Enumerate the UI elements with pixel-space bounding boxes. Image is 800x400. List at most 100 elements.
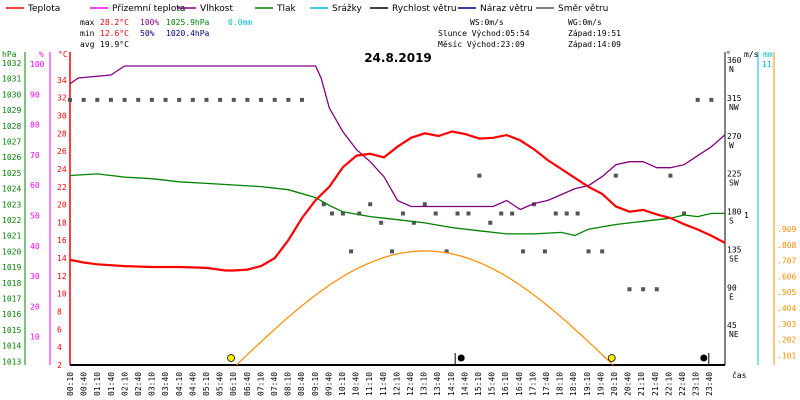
axis-dir-tick-0: 360 — [727, 56, 742, 65]
axis-celsius-tick-10: 14 — [57, 254, 67, 263]
wind-dir-point — [321, 202, 326, 207]
stat-min-hum: 50% — [140, 29, 155, 38]
moonrise-icon — [700, 354, 708, 362]
wind-dir-point — [575, 211, 580, 216]
x-tick-6: 03:10 — [148, 372, 157, 396]
x-tick-39: 19:40 — [596, 372, 605, 396]
stat-avg-temp: 19.9°C — [100, 40, 129, 49]
x-tick-31: 15:40 — [488, 372, 497, 396]
axis-celsius-tick-8: 18 — [57, 218, 67, 227]
x-tick-20: 10:10 — [338, 372, 347, 396]
stat-max-temp: 28.2°C — [100, 18, 129, 27]
axis-pct-tick-3: 70 — [30, 151, 40, 160]
x-tick-21: 10:40 — [352, 372, 361, 396]
axis-celsius-tick-6: 22 — [57, 183, 67, 192]
axis-hpa-tick-5: 1027 — [2, 138, 21, 147]
axis-celsius-tick-2: 30 — [57, 111, 67, 120]
axis-dir-tick-3: 225 — [727, 170, 742, 179]
axis-dir-tick-1: 315 — [727, 94, 742, 103]
stat-avg-label: avg — [80, 40, 95, 49]
axis-celsius-tick-12: 10 — [57, 290, 67, 299]
wind-dir-point — [259, 97, 264, 102]
wind-dir-point — [422, 202, 427, 207]
legend-label-3: Tlak — [276, 4, 297, 14]
legend-label-5: Rychlost větru — [392, 4, 457, 14]
axis-rain-tick-0: 1 — [762, 60, 767, 69]
wind-dir-point — [654, 287, 659, 292]
x-tick-18: 09:10 — [311, 372, 320, 396]
axis-dir-tick-6: 90 — [727, 283, 737, 292]
axis-rain-tick-2: .909 — [777, 225, 796, 234]
axis-pct-tick-1: 90 — [30, 90, 40, 99]
wind-dir-point — [521, 249, 526, 254]
axis-rain-unit: mm — [763, 50, 773, 59]
axis-rain-tick-4: .707 — [777, 257, 796, 266]
axis-celsius-tick-5: 24 — [57, 165, 67, 174]
wind-dir-point — [340, 211, 345, 216]
x-tick-34: 17:10 — [528, 372, 537, 396]
wind-dir-point — [709, 97, 714, 102]
wind-dir-point — [272, 97, 277, 102]
wind-dir-point — [531, 202, 536, 207]
axis-celsius-unit: °C — [58, 50, 68, 59]
axis-dir-tick-2: 270 — [727, 132, 742, 141]
x-tick-1: 00:40 — [80, 372, 89, 396]
legend-label-0: Teplota — [27, 4, 60, 14]
axis-hpa-tick-16: 1016 — [2, 310, 21, 319]
x-tick-17: 08:40 — [297, 372, 306, 396]
x-tick-23: 11:40 — [379, 372, 388, 396]
legend-label-1: Přízemní teplota — [112, 4, 185, 14]
stat-max-label: max — [80, 18, 95, 27]
sunrise-icon — [227, 354, 235, 362]
axis-rain-tick-1: -1 — [762, 60, 772, 69]
wind-dir-point — [163, 97, 168, 102]
wind-dir-point — [510, 211, 515, 216]
axis-pct-tick-2: 80 — [30, 121, 40, 130]
x-tick-22: 11:10 — [365, 372, 374, 396]
axis-rain-tick-3: .808 — [777, 241, 796, 250]
axis-hpa-tick-6: 1026 — [2, 153, 21, 162]
axis-hpa-unit: hPa — [2, 50, 17, 59]
axis-celsius-tick-7: 20 — [57, 201, 67, 210]
axis-dir-compass-4: S — [729, 217, 734, 226]
axis-rain-tick-10: .101 — [777, 351, 796, 360]
x-tick-29: 14:40 — [460, 372, 469, 396]
wind-dir-point — [218, 97, 223, 102]
x-axis-label: čas — [732, 370, 747, 380]
x-tick-27: 13:40 — [433, 372, 442, 396]
axis-dir-compass-7: NE — [729, 330, 739, 339]
wind-dir-point — [444, 249, 449, 254]
axis-wind-tick-0: 1 — [744, 211, 749, 220]
info-sun-rise: Slunce Východ:05:54 — [438, 29, 530, 38]
axis-hpa-tick-3: 1029 — [2, 106, 21, 115]
x-tick-15: 07:40 — [270, 372, 279, 396]
moonset-icon — [457, 354, 465, 362]
axis-dir-tick-7: 45 — [727, 321, 737, 330]
wind-dir-point — [682, 211, 687, 216]
wind-dir-point — [695, 97, 700, 102]
x-tick-3: 01:40 — [107, 372, 116, 396]
wind-dir-point — [299, 97, 304, 102]
stat-min-label: min — [80, 29, 95, 38]
sun-elevation-line — [236, 250, 614, 366]
wind-dir-point — [108, 97, 113, 102]
wind-dir-point — [553, 211, 558, 216]
temperature-line — [69, 130, 726, 272]
axis-dir-compass-6: E — [729, 292, 734, 301]
x-tick-12: 06:10 — [229, 372, 238, 396]
axis-celsius-tick-13: 8 — [57, 308, 62, 317]
wind-dir-point — [627, 287, 632, 292]
x-tick-28: 14:10 — [447, 372, 456, 396]
axis-dir-compass-1: NW — [729, 103, 739, 112]
axis-hpa-tick-17: 1015 — [2, 326, 21, 335]
axis-hpa-tick-8: 1024 — [2, 185, 21, 194]
axis-hpa-tick-9: 1023 — [2, 200, 21, 209]
axis-pct-tick-0: 100 — [30, 60, 45, 69]
chart-title: 24.8.2019 — [364, 51, 432, 65]
x-tick-35: 17:40 — [542, 372, 551, 396]
axis-celsius-tick-0: 34 — [57, 76, 67, 85]
axis-hpa-tick-4: 1028 — [2, 122, 21, 131]
x-tick-43: 21:40 — [651, 372, 660, 396]
x-tick-11: 05:40 — [216, 372, 225, 396]
axis-hpa-tick-7: 1025 — [2, 169, 21, 178]
